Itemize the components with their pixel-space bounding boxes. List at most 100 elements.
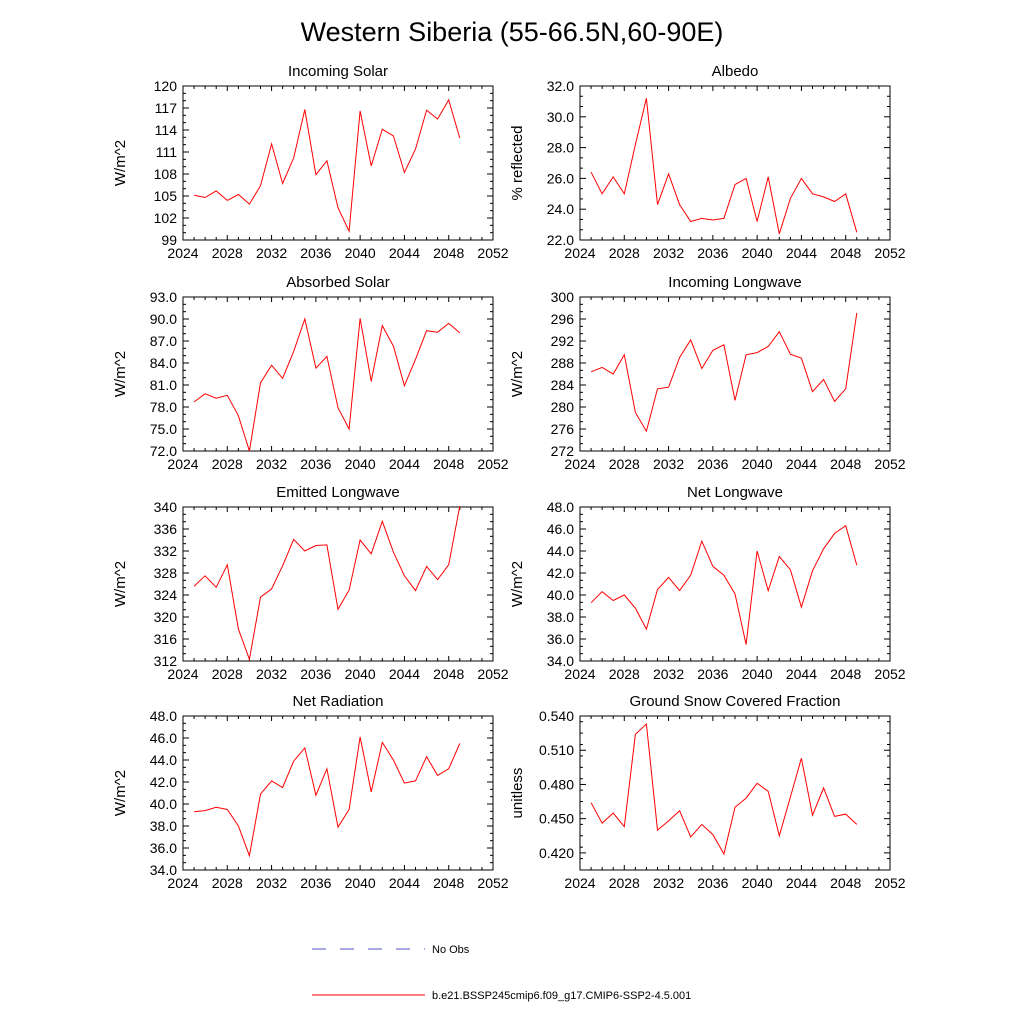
y-tick-label: 300 bbox=[551, 289, 575, 305]
y-axis-title: W/m^2 bbox=[509, 561, 526, 607]
y-tick-label: 44.0 bbox=[547, 543, 574, 559]
panel-title: Ground Snow Covered Fraction bbox=[630, 693, 841, 710]
x-tick-label: 2024 bbox=[167, 875, 198, 891]
legend-label-model: b.e21.BSSP245cmip6.f09_g17.CMIP6-SSP2-4.… bbox=[432, 990, 691, 1002]
y-tick-label: 30.0 bbox=[547, 109, 574, 125]
panel-title: Emitted Longwave bbox=[276, 484, 399, 501]
x-tick-label: 2048 bbox=[830, 875, 861, 891]
y-tick-label: 38.0 bbox=[547, 609, 574, 625]
x-tick-label: 2040 bbox=[742, 875, 773, 891]
y-tick-label: 26.0 bbox=[547, 170, 574, 186]
y-tick-label: 0.420 bbox=[539, 845, 574, 861]
x-tick-label: 2024 bbox=[167, 666, 198, 682]
y-tick-label: 48.0 bbox=[547, 499, 574, 515]
plot-frame bbox=[182, 506, 494, 662]
series-line bbox=[590, 98, 858, 234]
y-tick-label: 111 bbox=[156, 144, 177, 160]
y-axis-title: W/m^2 bbox=[112, 140, 129, 186]
x-tick-label: 2052 bbox=[874, 245, 905, 261]
y-tick-label: 276 bbox=[551, 421, 575, 437]
x-tick-label: 2032 bbox=[256, 875, 287, 891]
y-axis-title: W/m^2 bbox=[112, 770, 129, 816]
y-axis-title: unitless bbox=[509, 768, 526, 819]
x-tick-label: 2052 bbox=[874, 456, 905, 472]
panel-title: Incoming Solar bbox=[288, 63, 388, 80]
y-tick-label: 34.0 bbox=[150, 862, 177, 878]
y-tick-label: 108 bbox=[154, 166, 178, 182]
x-tick-label: 2040 bbox=[345, 875, 376, 891]
series-line bbox=[193, 505, 461, 662]
y-tick-label: 117 bbox=[155, 100, 178, 116]
x-tick-label: 2036 bbox=[697, 245, 728, 261]
x-tick-label: 2028 bbox=[212, 456, 243, 472]
y-tick-label: 336 bbox=[154, 521, 178, 537]
x-tick-label: 2044 bbox=[786, 875, 817, 891]
x-tick-label: 2032 bbox=[653, 875, 684, 891]
x-tick-label: 2052 bbox=[477, 245, 508, 261]
panel-title: Incoming Longwave bbox=[668, 274, 801, 291]
y-tick-label: 75.0 bbox=[150, 421, 177, 437]
y-axis-title: % reflected bbox=[509, 125, 526, 200]
x-tick-label: 2036 bbox=[300, 245, 331, 261]
x-tick-label: 2048 bbox=[830, 245, 861, 261]
x-tick-label: 2044 bbox=[389, 245, 420, 261]
y-tick-label: 332 bbox=[154, 543, 178, 559]
x-tick-label: 2028 bbox=[609, 666, 640, 682]
series-line bbox=[590, 312, 858, 433]
y-tick-label: 272 bbox=[551, 443, 575, 459]
x-tick-label: 2028 bbox=[212, 666, 243, 682]
y-tick-label: 34.0 bbox=[547, 653, 574, 669]
x-tick-label: 2028 bbox=[212, 875, 243, 891]
x-tick-label: 2036 bbox=[697, 666, 728, 682]
x-tick-label: 2036 bbox=[697, 875, 728, 891]
y-tick-label: 42.0 bbox=[547, 565, 574, 581]
plot-frame bbox=[182, 715, 494, 871]
x-tick-label: 2048 bbox=[433, 875, 464, 891]
y-tick-label: 284 bbox=[551, 377, 575, 393]
y-tick-label: 102 bbox=[154, 210, 178, 226]
y-axis-title: W/m^2 bbox=[112, 561, 129, 607]
y-tick-label: 81.0 bbox=[150, 377, 177, 393]
chart-panel-6: 2024 2028 2032 2036 2040 2044 2048 2052 34.0 36.0… bbox=[112, 693, 509, 891]
y-tick-label: 90.0 bbox=[150, 311, 177, 327]
x-tick-label: 2040 bbox=[345, 666, 376, 682]
x-tick-label: 2048 bbox=[830, 666, 861, 682]
x-tick-label: 2028 bbox=[609, 245, 640, 261]
x-tick-label: 2024 bbox=[564, 875, 595, 891]
x-tick-label: 2048 bbox=[830, 456, 861, 472]
chart-panel-5: 2024 2028 2032 2036 2040 2044 2048 2052 34.0 36.0… bbox=[509, 484, 906, 682]
y-tick-label: 40.0 bbox=[150, 796, 177, 812]
legend: No Obs b.e21.BSSP245cmip6.f09_g17.CMIP6-… bbox=[312, 944, 691, 1002]
y-tick-label: 0.480 bbox=[539, 776, 574, 792]
x-tick-label: 2036 bbox=[300, 875, 331, 891]
plot-frame bbox=[579, 296, 891, 452]
y-tick-label: 46.0 bbox=[150, 730, 177, 746]
y-tick-label: 296 bbox=[551, 311, 575, 327]
x-tick-label: 2044 bbox=[786, 456, 817, 472]
y-tick-label: 28.0 bbox=[547, 140, 574, 156]
y-tick-label: 105 bbox=[154, 188, 178, 204]
x-tick-label: 2024 bbox=[167, 245, 198, 261]
y-tick-label: 99 bbox=[161, 232, 177, 248]
x-tick-label: 2048 bbox=[433, 666, 464, 682]
chart-panel-2: 2024 2028 2032 2036 2040 2044 2048 2052 72.0 75.0… bbox=[112, 274, 509, 472]
series-line bbox=[590, 524, 858, 645]
chart-panel-1: 2024 2028 2032 2036 2040 2044 2048 2052 22.0 24.0… bbox=[509, 63, 906, 261]
y-tick-label: 48.0 bbox=[150, 708, 177, 724]
x-tick-label: 2044 bbox=[389, 456, 420, 472]
y-tick-label: 46.0 bbox=[547, 521, 574, 537]
x-tick-label: 2052 bbox=[477, 875, 508, 891]
x-tick-label: 2032 bbox=[256, 666, 287, 682]
chart-panel-3: 2024 2028 2032 2036 2040 2044 2048 2052 272 276 28… bbox=[509, 274, 906, 472]
x-tick-label: 2044 bbox=[786, 666, 817, 682]
y-tick-label: 316 bbox=[154, 631, 178, 647]
y-tick-label: 292 bbox=[551, 333, 575, 349]
y-tick-label: 38.0 bbox=[150, 818, 177, 834]
x-tick-label: 2040 bbox=[742, 456, 773, 472]
x-tick-label: 2036 bbox=[697, 456, 728, 472]
series-line bbox=[194, 736, 461, 858]
plot-frame bbox=[182, 85, 494, 241]
x-tick-label: 2032 bbox=[653, 245, 684, 261]
series-line bbox=[590, 722, 858, 856]
